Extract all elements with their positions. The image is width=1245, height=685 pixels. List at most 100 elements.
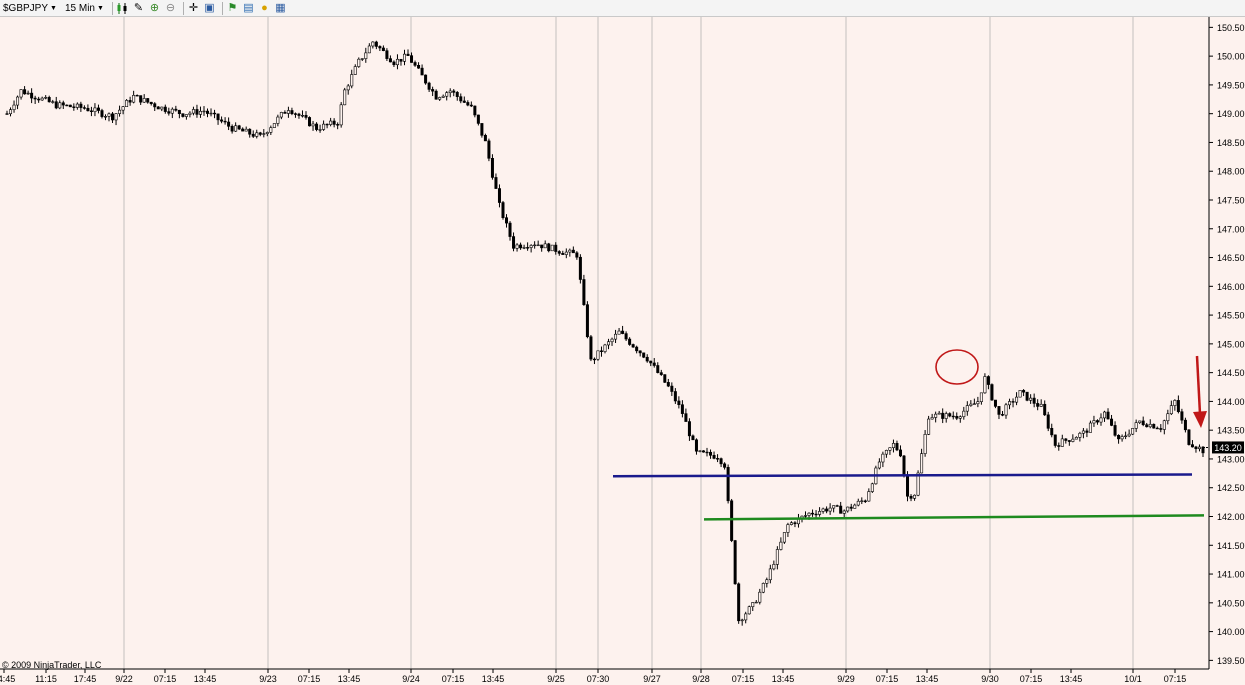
strategy-icon[interactable]: ⚑ (227, 1, 238, 14)
candle-body (308, 117, 312, 127)
y-tick-label: 146.00 (1217, 282, 1245, 292)
candle-body (399, 58, 403, 62)
plot-area[interactable] (0, 17, 1209, 669)
candle-body (508, 222, 512, 237)
properties-icon[interactable]: ▣ (204, 1, 215, 14)
candle-body (895, 443, 899, 451)
down-arrow-icon (1193, 411, 1207, 428)
crosshair-icon[interactable]: ✛ (188, 1, 199, 14)
candle-body (258, 132, 262, 135)
instrument-selector[interactable]: $GBPJPY ▼ (0, 1, 60, 16)
candle-body (367, 45, 371, 54)
y-tick-label: 143.00 (1217, 454, 1245, 464)
candle-body (979, 392, 983, 402)
candle-body (47, 97, 51, 103)
candle-body (1081, 430, 1085, 434)
candle-body (431, 89, 435, 92)
candle-body (811, 512, 815, 515)
candle-body (1141, 420, 1145, 426)
candle-body (455, 92, 459, 97)
candle-body (575, 252, 579, 258)
candle-body (635, 346, 639, 352)
candle-body (656, 365, 660, 373)
candle-body (300, 115, 304, 117)
candle-body (853, 504, 857, 509)
candle-body (758, 591, 762, 603)
candle-body (1032, 397, 1036, 404)
candle-body (1008, 401, 1012, 406)
y-tick-label: 139.50 (1217, 656, 1245, 666)
candle-body (891, 443, 895, 448)
chart-toolbar: $GBPJPY ▼ 15 Min ▼ ✎ ⊕ ⊖ ✛ ▣ ⚑ ▤ ● ▦ (0, 0, 1245, 17)
candle-body (747, 606, 751, 615)
candle-body (596, 350, 600, 360)
candle-body (825, 508, 829, 512)
candle-body (402, 53, 406, 62)
candle-body (251, 133, 255, 137)
candle-body (948, 413, 952, 417)
candle-body (1127, 433, 1131, 437)
candle-body (114, 113, 118, 121)
candle-body (902, 455, 906, 477)
candle-body (916, 472, 920, 496)
candle-body (82, 107, 86, 109)
coin-icon[interactable]: ● (261, 1, 268, 14)
candle-body (44, 97, 48, 99)
candle-body (427, 82, 431, 90)
candle-body (1169, 405, 1173, 415)
candle-body (195, 109, 199, 115)
candle-body (452, 90, 456, 93)
candle-body (220, 119, 224, 122)
candle-body (93, 107, 97, 112)
highlight-circle[interactable] (935, 349, 979, 385)
candle-body (1004, 404, 1008, 416)
candle-body (1036, 403, 1040, 407)
candle-body (687, 421, 691, 437)
interval-label: 15 Min (64, 2, 95, 14)
candle-body (459, 96, 463, 102)
candle-body (1043, 403, 1047, 416)
candle-body (325, 123, 329, 126)
x-tick-label: 9/25 (547, 674, 565, 684)
candle-body (497, 188, 501, 203)
zoom-in-icon[interactable]: ⊕ (149, 1, 160, 14)
candle-body (1071, 438, 1075, 442)
candle-body (804, 515, 808, 517)
candle-body (1106, 411, 1110, 420)
candle-body (986, 376, 990, 385)
candle-body (311, 123, 315, 127)
candle-body (645, 356, 649, 362)
candle-body (234, 125, 238, 132)
y-tick-label: 147.00 (1217, 224, 1245, 234)
candle-body (111, 113, 115, 121)
support-line[interactable] (703, 514, 1205, 521)
x-tick-label: 07:15 (154, 674, 177, 684)
chart-trader-icon[interactable]: ▤ (243, 1, 254, 14)
candle-body (413, 62, 417, 66)
y-tick-label: 149.00 (1217, 109, 1245, 119)
candle-body (490, 157, 494, 178)
candle-body (304, 115, 308, 118)
support-line[interactable] (612, 473, 1193, 478)
y-tick-label: 147.50 (1217, 195, 1245, 205)
candle-body (262, 133, 266, 135)
interval-selector[interactable]: 15 Min ▼ (62, 1, 107, 16)
candlestick-icon[interactable] (116, 2, 129, 15)
candle-body (269, 127, 273, 133)
candle-body (582, 279, 586, 305)
data-box-icon[interactable]: ▦ (275, 1, 286, 14)
zoom-out-icon[interactable]: ⊖ (165, 1, 176, 14)
y-tick-label: 144.00 (1217, 397, 1245, 407)
candle-body (1060, 438, 1064, 447)
candle-body (691, 435, 695, 441)
pencil-icon[interactable]: ✎ (133, 1, 144, 14)
candle-body (297, 113, 301, 116)
x-tick-label: 9/29 (837, 674, 855, 684)
candle-body (318, 129, 322, 131)
candle-body (424, 74, 428, 84)
candle-body (860, 500, 864, 502)
candle-body (1180, 411, 1184, 421)
candle-body (1131, 428, 1135, 435)
candle-body (322, 123, 326, 130)
